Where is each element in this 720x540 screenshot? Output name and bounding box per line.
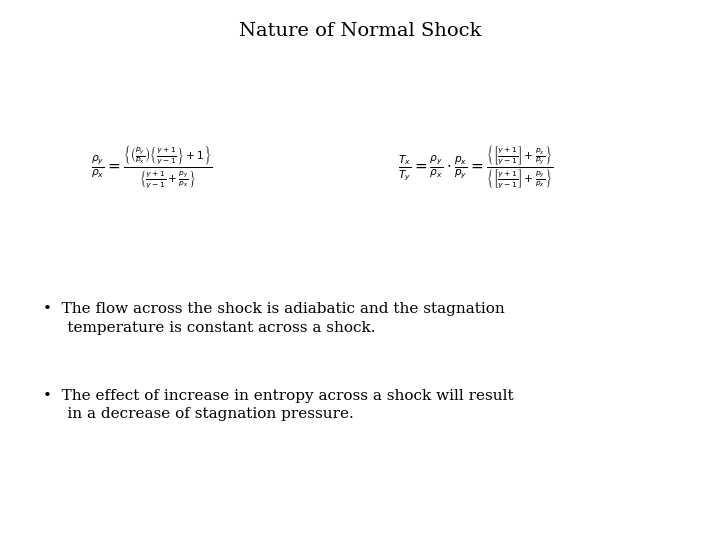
Text: •  The effect of increase in entropy across a shock will result
     in a decrea: • The effect of increase in entropy acro… [43, 389, 514, 421]
Text: $\frac{T_x}{T_y} = \frac{\rho_y}{\rho_x}\cdot\frac{p_x}{p_y} = \frac{\left\{\lef: $\frac{T_x}{T_y} = \frac{\rho_y}{\rho_x}… [397, 144, 553, 191]
Text: Nature of Normal Shock: Nature of Normal Shock [239, 22, 481, 39]
Text: $\frac{\rho_y}{\rho_x} = \frac{\left\{\left(\frac{p_y}{p_x}\right)\left\{\frac{\: $\frac{\rho_y}{\rho_x} = \frac{\left\{\l… [91, 145, 212, 190]
Text: •  The flow across the shock is adiabatic and the stagnation
     temperature is: • The flow across the shock is adiabatic… [43, 302, 505, 335]
